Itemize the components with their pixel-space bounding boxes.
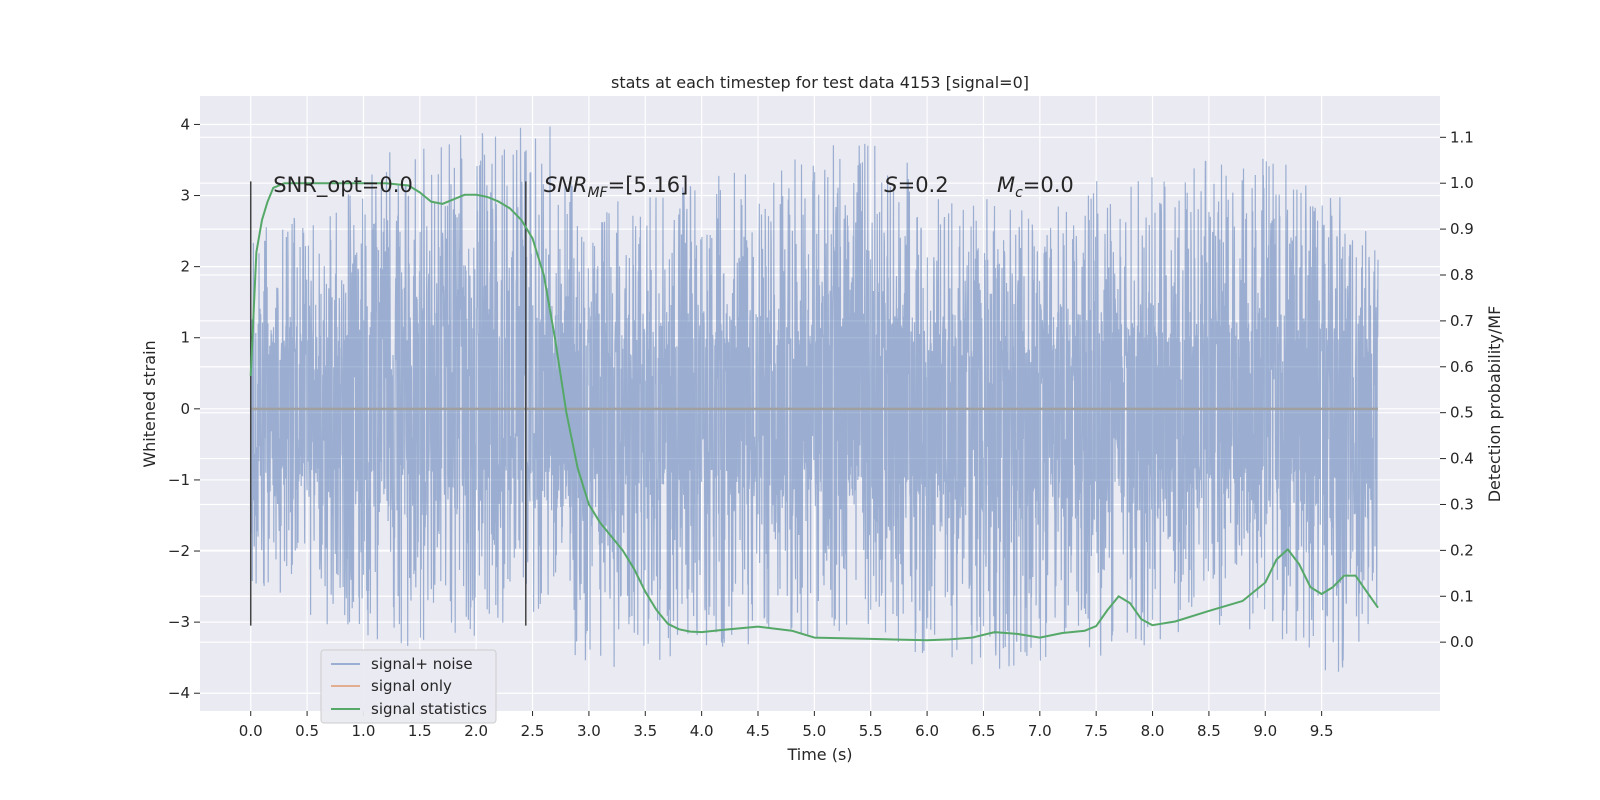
vertical-markers [249, 181, 527, 626]
y2-tick-label: 0.8 [1450, 266, 1474, 284]
y-tick-label: 2 [180, 258, 190, 276]
x-tick-label: 7.5 [1084, 722, 1108, 740]
y-axis-ticks: −4 −3 −2 −1 0 1 2 3 4 [168, 115, 200, 702]
y-tick-label: −3 [168, 613, 190, 631]
x-tick-label: 2.5 [521, 722, 545, 740]
y-tick-label: −1 [168, 471, 190, 489]
y-tick-label: −2 [168, 542, 190, 560]
y2-tick-label: 0.4 [1450, 450, 1474, 468]
signal-statistics-series [249, 182, 1379, 642]
y-tick-label: 4 [180, 115, 190, 133]
legend-label-signal-statistics: signal statistics [371, 700, 487, 718]
annotation-text: SNR_opt=0.0 [273, 173, 413, 198]
y2-axis-label: Detection probability/MF [1485, 306, 1504, 503]
signal-noise-series [250, 126, 1379, 672]
x-tick-label: 4.0 [690, 722, 714, 740]
y2-tick-label: 0.2 [1450, 541, 1474, 559]
x-tick-label: 9.0 [1253, 722, 1277, 740]
y-tick-label: 0 [180, 400, 190, 418]
signal-noise-line [250, 126, 1379, 672]
y2-tick-label: 0.1 [1450, 587, 1474, 605]
y2-tick-label: 0.5 [1450, 404, 1474, 422]
y-tick-label: −4 [168, 684, 190, 702]
x-tick-label: 9.5 [1310, 722, 1334, 740]
y-axis-label: Whitened strain [140, 340, 159, 467]
y2-tick-label: 0.3 [1450, 495, 1474, 513]
x-tick-label: 3.5 [633, 722, 657, 740]
y2-tick-label: 0.9 [1450, 220, 1474, 238]
x-tick-label: 6.0 [915, 722, 939, 740]
y2-tick-label: 0.0 [1450, 633, 1474, 651]
y2-tick-label: 1.1 [1450, 128, 1474, 146]
x-tick-label: 7.0 [1028, 722, 1052, 740]
x-tick-label: 8.0 [1141, 722, 1165, 740]
x-tick-label: 2.0 [464, 722, 488, 740]
annotation-text: S=0.2 [884, 173, 948, 197]
x-tick-label: 5.0 [802, 722, 826, 740]
x-axis-label: Time (s) [786, 745, 852, 764]
legend-label-signal-noise: signal+ noise [371, 655, 473, 673]
x-tick-label: 0.0 [239, 722, 263, 740]
x-axis-ticks: 0.0 0.5 1.0 1.5 2.0 2.5 3.0 3.5 4.0 4.5 5.0 5.5 6.0 6… [239, 711, 1334, 740]
x-tick-label: 3.0 [577, 722, 601, 740]
y2-tick-label: 0.6 [1450, 358, 1474, 376]
y2-tick-label: 1.0 [1450, 174, 1474, 192]
x-tick-label: 6.5 [972, 722, 996, 740]
legend-box [320, 649, 497, 724]
annotations: SNR_opt=0.0 SNRMF=[5.16] S=0.2 Mc=0.0 [273, 173, 1074, 201]
y-tick-label: 3 [180, 187, 190, 205]
x-tick-label: 5.5 [859, 722, 883, 740]
x-tick-label: 8.5 [1197, 722, 1221, 740]
annotation-text: SNRMF=[5.16] [544, 173, 689, 201]
y2-tick-label: 0.7 [1450, 312, 1474, 330]
x-tick-label: 4.5 [746, 722, 770, 740]
annotation-text: Mc=0.0 [997, 173, 1074, 201]
legend-label-signal-only: signal only [371, 677, 452, 695]
x-tick-label: 1.0 [352, 722, 376, 740]
chart-title: stats at each timestep for test data 415… [611, 73, 1029, 92]
x-tick-label: 1.5 [408, 722, 432, 740]
x-tick-label: 0.5 [295, 722, 319, 740]
y-tick-label: 1 [180, 329, 190, 347]
signal-statistics-line [249, 182, 1379, 642]
y2-axis-ticks: 0.0 0.1 0.2 0.3 0.4 0.5 0.6 0.7 0.8 0.9 1.0 1.1 [1440, 128, 1474, 651]
legend: signal+ noise signal only signal statist… [320, 649, 497, 724]
